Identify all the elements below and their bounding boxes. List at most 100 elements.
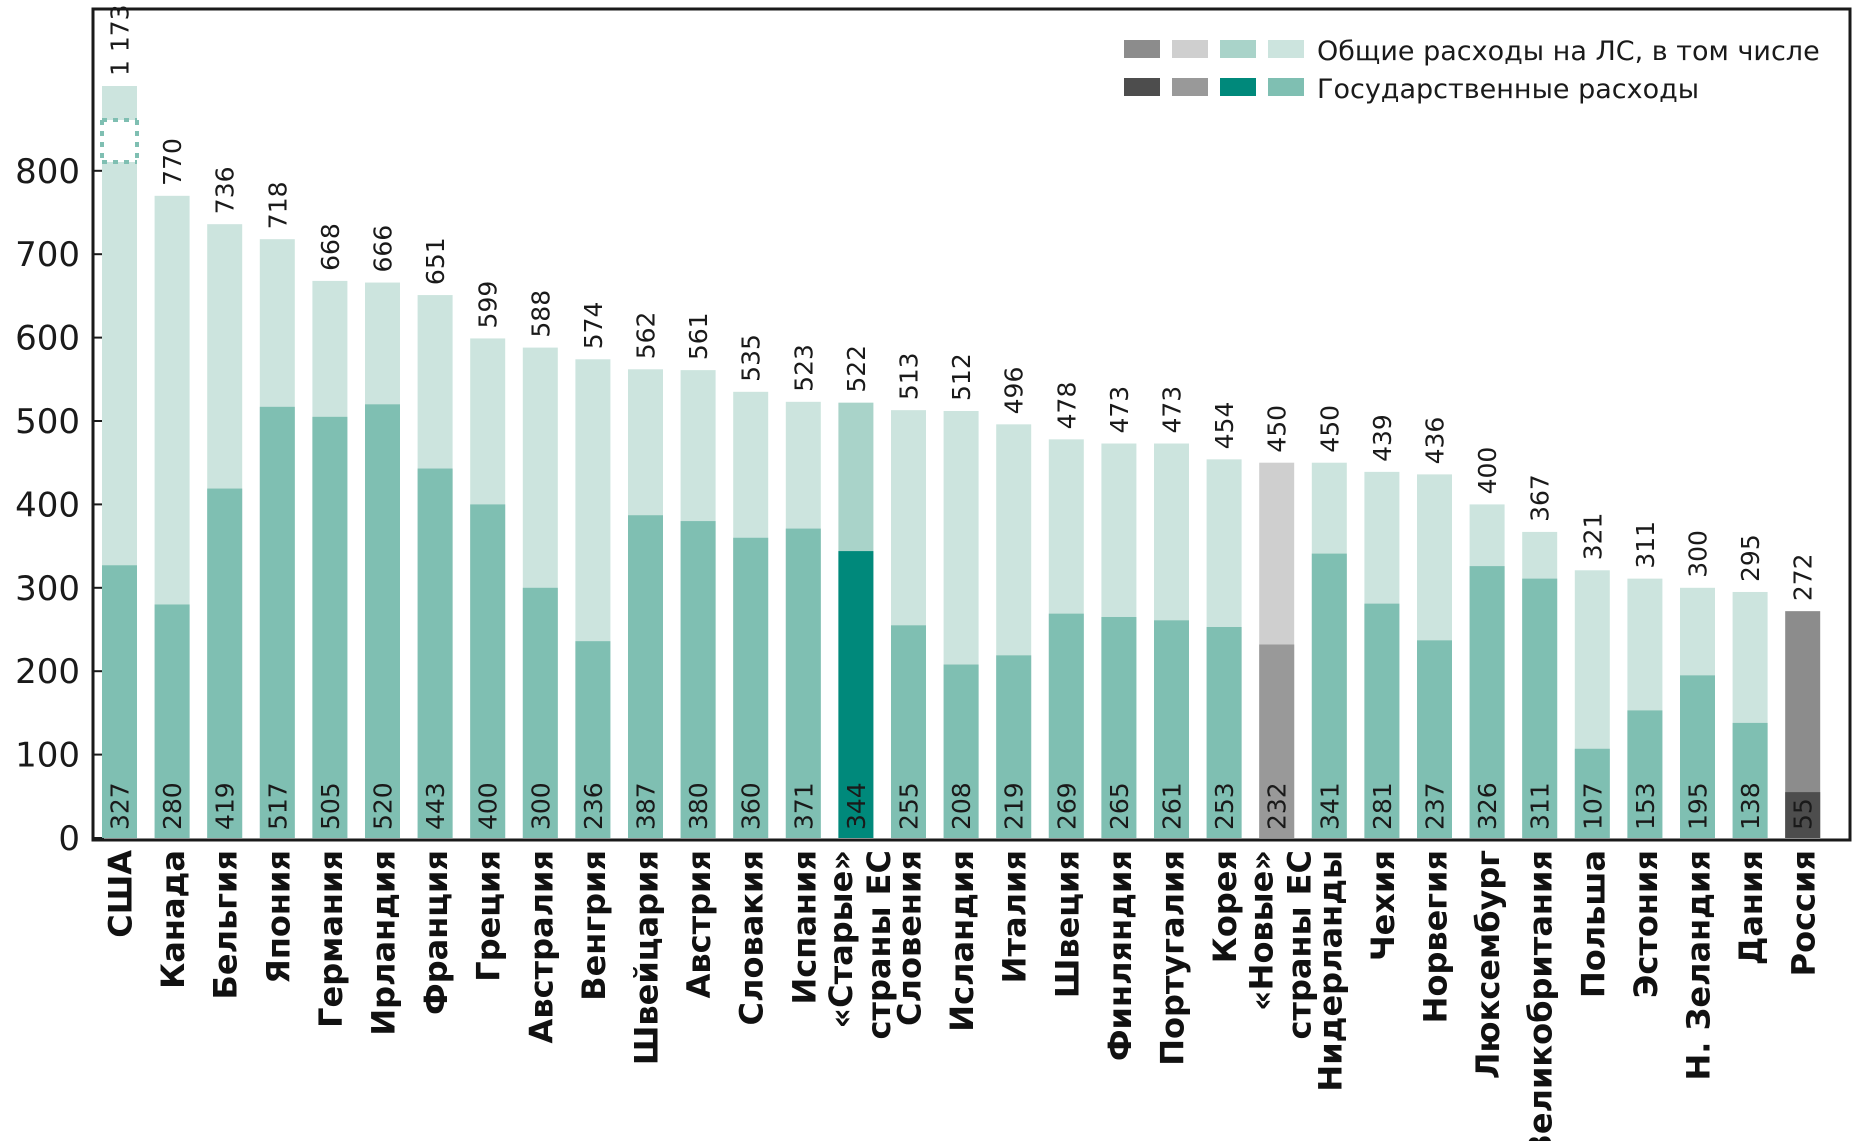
bar-group: 588 300: [522, 290, 558, 838]
category-label: Великобритания: [1522, 850, 1560, 1141]
bar-group: 599 400: [470, 281, 506, 838]
bar-total-label: 666: [369, 225, 398, 273]
bar-group: 473 265: [1101, 386, 1137, 838]
category-label: Австрия: [680, 850, 718, 998]
bar-public: [1785, 792, 1821, 838]
bar-public-label: 153: [1631, 782, 1660, 830]
bar-group: 561 380: [680, 312, 716, 838]
category-label: Венгрия: [575, 850, 613, 1001]
category-label: Испания: [785, 850, 823, 1005]
bar-total-label: 439: [1368, 414, 1397, 462]
category-label: Япония: [259, 850, 297, 984]
bar-public-label: 380: [684, 782, 713, 830]
y-tick-label: 0: [58, 819, 80, 859]
y-tick-label: 400: [15, 485, 80, 525]
bar-public-label: 400: [474, 782, 503, 830]
bar-public-label: 300: [526, 782, 555, 830]
bar-group: 512 208: [943, 353, 979, 838]
bar-public: [1627, 710, 1663, 838]
bar-total-label: 367: [1526, 474, 1555, 522]
bar-total-label: 321: [1578, 513, 1607, 561]
category-label: Ирландия: [365, 850, 403, 1036]
bar-group: 454 253: [1206, 402, 1242, 838]
bar-group: 770 280: [154, 138, 190, 838]
category-label: Швеция: [1048, 850, 1086, 998]
legend-swatches-public: [1124, 78, 1304, 96]
legend-swatch: [1124, 78, 1160, 96]
category-label: Н. Зеландия: [1680, 850, 1718, 1080]
bar-total-label: 668: [316, 223, 345, 271]
bar-public-label: 55: [1789, 798, 1818, 830]
bar-public: [312, 416, 348, 838]
category-label: Польша: [1574, 850, 1612, 998]
bar-public-label: 311: [1526, 782, 1555, 830]
bar-public-label: 195: [1684, 782, 1713, 830]
y-tick-label: 500: [15, 402, 80, 442]
bar-public: [522, 587, 558, 838]
bar-total-label: 562: [632, 312, 661, 360]
bar-public: [1469, 566, 1505, 838]
bar-total-label: 1 173: [106, 4, 135, 76]
bar-total-label: 450: [1315, 405, 1344, 453]
bar-group: 311 153: [1627, 521, 1663, 838]
category-label: Россия: [1785, 850, 1823, 976]
bar-total-label: 561: [684, 312, 713, 360]
bar-total-label: 400: [1473, 447, 1502, 495]
bar-public-label: 107: [1578, 782, 1607, 830]
legend-swatch: [1220, 40, 1256, 58]
bar-group: 400 326: [1469, 447, 1505, 838]
bar-group: 367 311: [1522, 474, 1558, 838]
y-tick-label: 100: [15, 736, 80, 776]
bar-total-label: 574: [579, 302, 608, 350]
plot-frame: [91, 7, 1852, 842]
bar-total-label: 311: [1631, 521, 1660, 569]
bar-public-label: 253: [1210, 782, 1239, 830]
bar-group: 718 517: [259, 181, 295, 839]
bar-group: 450 341: [1311, 405, 1347, 838]
category-label: Португалия: [1154, 850, 1192, 1066]
bar-total-label: 523: [789, 344, 818, 392]
category-label: страны ЕС: [860, 850, 898, 1040]
category-label: Канада: [154, 850, 192, 989]
category-label: Швейцария: [628, 850, 666, 1065]
bar-public: [628, 515, 663, 838]
bar-public: [1101, 616, 1137, 838]
bar-group: 439 281: [1364, 414, 1400, 838]
bar-public: [102, 565, 137, 838]
bar-public: [1680, 675, 1715, 838]
bar-public: [891, 625, 926, 838]
category-label: Франция: [417, 850, 455, 1015]
bar-public: [1364, 603, 1400, 838]
bar-public: [733, 537, 769, 838]
bar-public: [1048, 613, 1084, 838]
category-label: Бельгия: [207, 850, 245, 999]
bar-public: [996, 655, 1032, 838]
bar-group: 473 261: [1154, 386, 1189, 838]
bar-public-label: 327: [106, 782, 135, 830]
bar-total-label: 272: [1789, 553, 1818, 601]
bar-group: 1 173 327: [100, 4, 139, 838]
category-label: «Новые»: [1243, 850, 1281, 1011]
bar-group: 321 107: [1574, 513, 1610, 838]
bar-public: [785, 528, 821, 838]
bar-public-label: 280: [158, 782, 187, 830]
bar-group: 535 360: [733, 334, 769, 838]
legend-swatch: [1220, 78, 1256, 96]
category-label: страны ЕС: [1281, 850, 1319, 1040]
bar-public: [838, 551, 874, 838]
bar-public: [470, 504, 506, 838]
bar-total-label: 473: [1158, 386, 1187, 434]
bar-total-label: 496: [1000, 367, 1029, 415]
bar-total-label: 736: [211, 166, 240, 214]
legend-swatch: [1172, 40, 1208, 58]
y-axis: 0 100 200 300 400 500 600 700 800: [15, 152, 104, 859]
category-label: Норвегия: [1417, 850, 1455, 1023]
y-tick-label: 800: [15, 152, 80, 192]
category-label: Австралия: [522, 850, 560, 1043]
bar-public: [207, 488, 243, 838]
y-tick-label: 600: [15, 319, 80, 359]
legend-swatch: [1268, 78, 1304, 96]
bar-public: [1732, 722, 1768, 838]
category-label: Словения: [891, 850, 929, 1026]
bar-total-label: 450: [1263, 405, 1292, 453]
